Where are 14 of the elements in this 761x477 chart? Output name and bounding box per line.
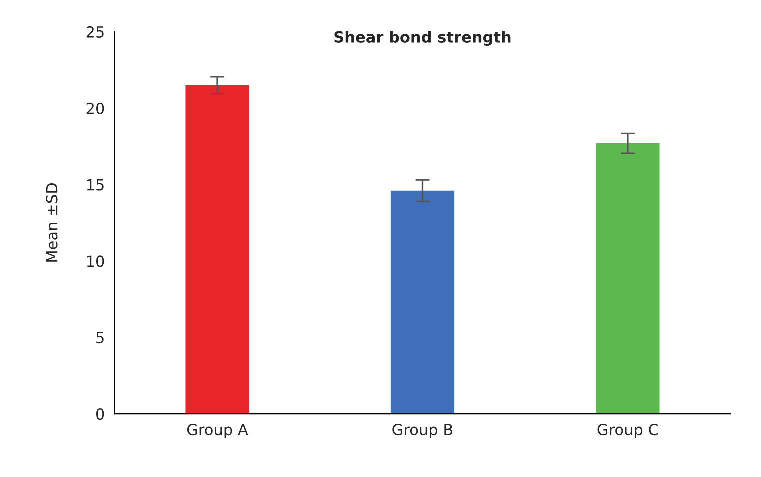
y-tick-label: 5 — [96, 332, 104, 344]
x-tick-label: Group A — [187, 424, 248, 439]
x-tick-label: Group B — [392, 424, 453, 439]
y-axis-title: Mean ±SD — [46, 184, 58, 262]
y-tick-label: 10 — [87, 256, 104, 268]
x-tick-label: Group C — [598, 424, 658, 439]
y-tick-label: 15 — [87, 179, 104, 191]
bar — [596, 144, 660, 414]
bar — [390, 190, 455, 414]
y-tick-label: 0 — [96, 408, 104, 420]
bar — [186, 85, 250, 414]
chart-title: Shear bond strength — [334, 31, 511, 46]
y-tick-label: 25 — [86, 26, 104, 38]
y-tick-label: 20 — [86, 102, 104, 114]
